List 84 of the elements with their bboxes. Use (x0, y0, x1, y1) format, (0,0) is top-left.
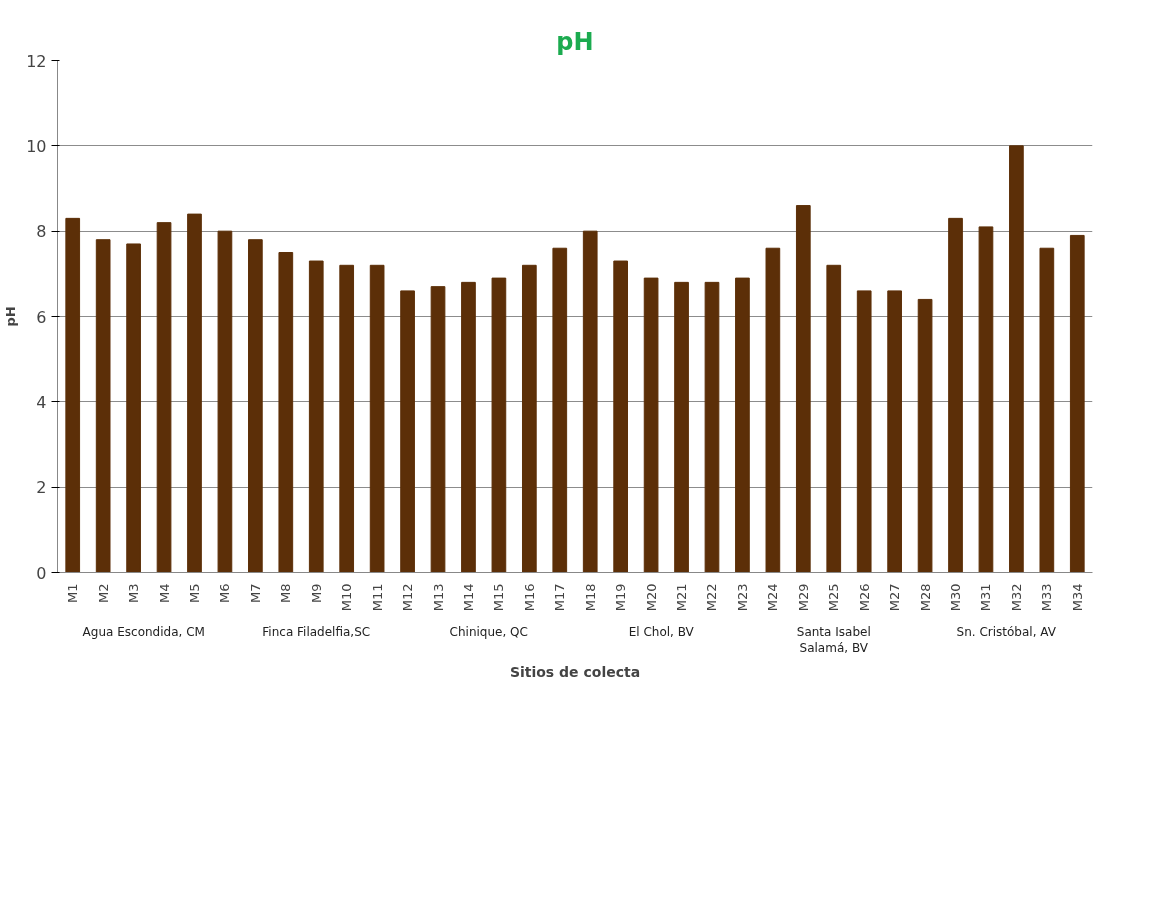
x-tick-label: M2 (95, 583, 111, 603)
x-tick-label: M26 (856, 583, 872, 612)
bar (948, 217, 963, 573)
bar (552, 247, 568, 573)
bar (430, 286, 446, 573)
y-tick-label: 10 (26, 136, 47, 156)
bar (856, 290, 872, 573)
x-tick-label: M16 (521, 583, 537, 612)
x-tick-label: M30 (948, 583, 964, 612)
bar (795, 205, 811, 573)
x-tick-label: M20 (643, 583, 659, 612)
x-tick-label: M25 (826, 583, 842, 612)
bar (643, 277, 659, 573)
bar (582, 230, 598, 573)
x-tick-label: M19 (613, 583, 629, 612)
x-tick-label: M9 (308, 583, 324, 603)
bar (369, 264, 385, 573)
y-tick-label: 6 (36, 307, 47, 327)
x-tick-label: M1 (65, 583, 81, 603)
text: Sn. Cristóbal, AV (956, 624, 1057, 639)
bar (217, 230, 233, 573)
bar (735, 277, 750, 573)
bar (521, 264, 537, 573)
text: El Chol, BV (628, 624, 695, 639)
bar (674, 281, 689, 573)
x-tick-label: M27 (887, 583, 903, 612)
bar (978, 226, 994, 573)
x-tick-label: M21 (674, 583, 690, 612)
bar (339, 264, 355, 573)
bar (1069, 234, 1085, 573)
x-tick-label: M31 (978, 583, 994, 612)
bar (187, 213, 202, 573)
bar (461, 281, 476, 573)
x-tick-label: M6 (217, 583, 233, 603)
bar (95, 239, 111, 573)
x-tick-label: M15 (491, 583, 507, 612)
y-tick-label: 8 (36, 222, 47, 242)
x-tick-label: M23 (734, 583, 750, 612)
bar (887, 290, 902, 573)
bar (765, 247, 781, 573)
x-tick-label: M29 (795, 583, 811, 612)
y-tick-label: 2 (36, 478, 47, 498)
bar (308, 260, 324, 573)
x-tick-label: M33 (1039, 583, 1055, 612)
x-axis-title: Sitios de colecta (509, 664, 641, 681)
bar (156, 222, 172, 573)
x-tick-label: M18 (582, 583, 598, 612)
x-tick-label: M12 (400, 583, 416, 612)
bar (704, 281, 720, 573)
y-axis-title: pH (3, 306, 19, 327)
x-tick-label: M4 (156, 583, 172, 603)
x-tick-label: M10 (339, 583, 355, 612)
bar (1009, 145, 1024, 573)
bar (248, 239, 263, 573)
bar (278, 252, 294, 573)
x-tick-label: M32 (1008, 583, 1024, 612)
chart-title: pH (556, 27, 594, 56)
bar (917, 298, 933, 573)
x-tick-label: M28 (917, 583, 933, 612)
bar (613, 260, 629, 573)
bar (491, 277, 507, 573)
x-tick-label: M34 (1069, 583, 1085, 612)
x-tick-label: M17 (552, 583, 568, 612)
x-tick-label: M3 (126, 583, 142, 603)
x-tick-label: M5 (186, 583, 202, 603)
x-tick-label: M13 (430, 583, 446, 612)
y-tick-label: 12 (26, 51, 47, 71)
x-tick-label: M14 (460, 583, 476, 612)
text: Chinique, QC (449, 624, 528, 639)
bar (1039, 247, 1055, 573)
text: Finca Filadelfia,SC (262, 624, 371, 639)
x-tick-label: M7 (247, 583, 263, 603)
x-tick-label: M11 (369, 583, 385, 612)
y-tick-label: 0 (36, 563, 47, 583)
y-tick-label: 4 (36, 392, 47, 412)
x-tick-label: M22 (704, 583, 720, 612)
bar (65, 217, 81, 573)
x-tick-label: M24 (765, 583, 781, 612)
bar (826, 264, 842, 573)
x-tick-label: M8 (278, 583, 294, 603)
bar (126, 243, 141, 573)
text: Santa Isabel Salamá, BV (796, 624, 871, 656)
bar (400, 290, 415, 573)
text: Agua Escondida, CM (82, 624, 205, 639)
